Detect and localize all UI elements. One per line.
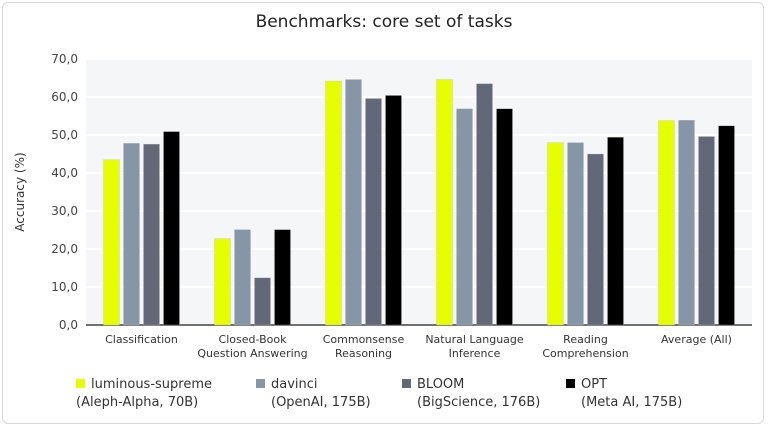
legend-swatch — [256, 379, 265, 388]
legend-sublabel: (BigScience, 176B) — [417, 395, 541, 410]
y-tick-label: 0,0 — [59, 318, 78, 332]
legend-swatch — [76, 379, 85, 388]
x-tick-label: Question Answering — [197, 347, 307, 360]
bar-opt — [163, 131, 180, 326]
bar-bloom — [587, 153, 604, 326]
x-tick-label: Natural Language — [425, 333, 524, 346]
bar-davinci — [345, 79, 362, 326]
bar-luminous-supreme — [658, 120, 675, 326]
legend-item-opt: OPT (Meta AI, 175B) — [566, 376, 682, 412]
plot-area — [86, 59, 752, 325]
bar-luminous-supreme — [547, 142, 564, 326]
y-tick-label: 50,0 — [51, 128, 78, 142]
legend-label: davinci — [271, 377, 318, 392]
legend-sublabel: (Meta AI, 175B) — [581, 395, 683, 410]
bar-davinci — [456, 108, 473, 326]
bar-luminous-supreme — [214, 238, 231, 326]
legend-swatch — [566, 379, 575, 388]
bar-luminous-supreme — [103, 159, 120, 326]
chart-frame — [2, 2, 764, 424]
bar-bloom — [254, 277, 271, 326]
x-tick-label: Inference — [449, 347, 501, 360]
legend-item-bloom: BLOOM (BigScience, 176B) — [402, 376, 540, 412]
legend-label: OPT — [581, 377, 608, 392]
bar-davinci — [567, 142, 584, 326]
y-tick-label: 30,0 — [51, 204, 78, 218]
y-tick-label: 10,0 — [51, 280, 78, 294]
bar-luminous-supreme — [436, 79, 453, 326]
legend-item-davinci: davinci (OpenAI, 175B) — [256, 376, 371, 412]
legend-label: BLOOM — [417, 377, 465, 392]
bar-bloom — [143, 143, 160, 326]
x-tick-label: Comprehension — [542, 347, 628, 360]
bar-bloom — [698, 136, 715, 326]
bar-opt — [385, 95, 402, 326]
legend-label: luminous-supreme — [91, 377, 213, 392]
bar-davinci — [123, 143, 140, 326]
x-tick-label: Commonsense — [323, 333, 405, 346]
legend-sublabel: (Aleph-Alpha, 70B) — [76, 395, 199, 410]
bar-opt — [718, 125, 735, 326]
y-tick-label: 40,0 — [51, 166, 78, 180]
legend-item-luminous: luminous-supreme (Aleph-Alpha, 70B) — [76, 376, 212, 412]
x-tick-label: Average (All) — [661, 333, 732, 346]
bar-opt — [274, 229, 291, 326]
x-tick-label: Reasoning — [335, 347, 392, 360]
y-tick-label: 70,0 — [51, 52, 78, 66]
bar-bloom — [365, 98, 382, 326]
bar-luminous-supreme — [325, 80, 342, 326]
y-tick-label: 20,0 — [51, 242, 78, 256]
bar-davinci — [678, 120, 695, 326]
chart-title: Benchmarks: core set of tasks — [255, 12, 513, 32]
bar-bloom — [476, 83, 493, 326]
bar-davinci — [234, 229, 251, 326]
legend-swatch — [402, 379, 411, 388]
x-tick-label: Closed-Book — [219, 333, 288, 346]
y-tick-label: 60,0 — [51, 90, 78, 104]
y-axis-label: Accuracy (%) — [13, 152, 27, 231]
bar-opt — [496, 108, 513, 326]
legend-sublabel: (OpenAI, 175B) — [271, 395, 371, 410]
bar-opt — [607, 137, 624, 326]
x-tick-label: Classification — [105, 333, 178, 346]
x-tick-label: Reading — [563, 333, 608, 346]
